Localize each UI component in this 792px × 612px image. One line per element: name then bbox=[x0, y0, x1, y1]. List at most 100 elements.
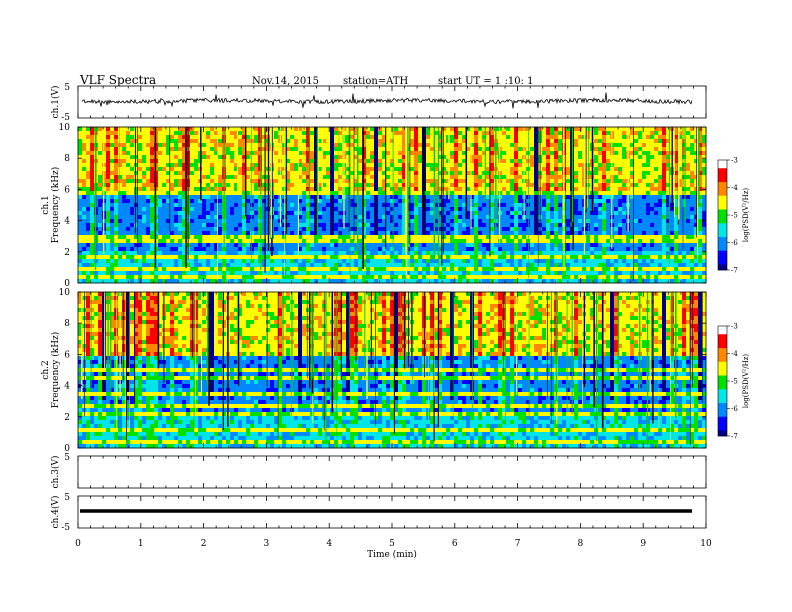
spectrogram-cell bbox=[210, 187, 215, 192]
spectrogram-cell bbox=[374, 243, 379, 248]
spectrogram-cell bbox=[566, 207, 571, 212]
spectrogram-cell bbox=[298, 135, 303, 140]
spectrogram-cell bbox=[554, 163, 559, 168]
spectrogram-cell bbox=[390, 131, 395, 136]
spectrogram-cell bbox=[482, 259, 487, 264]
spectrogram-cell bbox=[550, 271, 555, 276]
spectrogram-cell bbox=[430, 175, 435, 180]
spectrogram-cell bbox=[486, 183, 491, 188]
spectrogram-cell bbox=[518, 143, 523, 148]
spectrogram-cell bbox=[530, 215, 535, 220]
spectrogram-cell bbox=[446, 267, 451, 272]
spectrogram-cell bbox=[214, 239, 219, 244]
spectrogram-cell bbox=[242, 147, 247, 152]
spectrogram-cell bbox=[486, 275, 491, 280]
spectrogram-cell bbox=[214, 251, 219, 256]
spectrogram-cell bbox=[554, 183, 559, 188]
spectrogram-cell bbox=[138, 243, 143, 248]
spectrogram-cell bbox=[178, 199, 183, 204]
spectrogram-cell bbox=[230, 171, 235, 176]
spectrogram-cell bbox=[226, 255, 231, 260]
spectrogram-cell bbox=[426, 263, 431, 268]
spectrogram-cell bbox=[146, 239, 151, 244]
spectrogram-cell bbox=[78, 215, 83, 220]
spectrogram-cell bbox=[246, 171, 251, 176]
spectrogram-cell bbox=[550, 219, 555, 224]
spectrogram-cell bbox=[486, 171, 491, 176]
spectrogram-cell bbox=[90, 171, 95, 176]
spectrogram-cell bbox=[146, 207, 151, 212]
spectrogram-cell bbox=[106, 231, 111, 236]
spectrogram-cell bbox=[246, 267, 251, 272]
spectrogram-cell bbox=[294, 243, 299, 248]
spectrogram-cell bbox=[574, 235, 579, 240]
spectrogram-cell bbox=[514, 175, 519, 180]
spectrogram-cell bbox=[150, 223, 155, 228]
spectrogram-cell bbox=[242, 211, 247, 216]
spectrogram-cell bbox=[386, 191, 391, 196]
spectrogram-cell bbox=[434, 191, 439, 196]
spectrogram-cell bbox=[414, 279, 419, 284]
spectrogram-cell bbox=[146, 179, 151, 184]
spectrogram-cell bbox=[318, 175, 323, 180]
spectrogram-cell bbox=[126, 147, 131, 152]
spectrogram-cell bbox=[574, 239, 579, 244]
spectrogram-cell bbox=[118, 155, 123, 160]
spectrogram-cell bbox=[482, 211, 487, 216]
spectrogram-cell bbox=[362, 219, 367, 224]
spectrogram-cell bbox=[382, 235, 387, 240]
spectrogram-cell bbox=[130, 167, 135, 172]
spectrogram-cell bbox=[430, 279, 435, 284]
spectrogram-cell bbox=[138, 183, 143, 188]
spectrogram-cell bbox=[534, 215, 539, 220]
spectrogram-cell bbox=[386, 163, 391, 168]
spectrogram-cell bbox=[90, 243, 95, 248]
spectrogram-cell bbox=[574, 219, 579, 224]
spectrogram-cell bbox=[246, 175, 251, 180]
spectrogram-cell bbox=[362, 263, 367, 268]
spectrogram-cell bbox=[122, 199, 127, 204]
spectrogram-cell bbox=[426, 235, 431, 240]
spectrogram-cell bbox=[530, 259, 535, 264]
spectrogram-cell bbox=[246, 131, 251, 136]
spectrogram-cell bbox=[86, 143, 91, 148]
spectrogram-cell bbox=[286, 171, 291, 176]
spectrogram-cell bbox=[218, 167, 223, 172]
spectrogram-cell bbox=[162, 195, 167, 200]
spectrogram-cell bbox=[486, 191, 491, 196]
spectrogram-cell bbox=[146, 183, 151, 188]
spectrogram-cell bbox=[434, 163, 439, 168]
spectrogram-cell bbox=[450, 255, 455, 260]
spectrogram-cell bbox=[314, 227, 319, 232]
spectrogram-cell bbox=[178, 183, 183, 188]
spectrogram-cell bbox=[286, 159, 291, 164]
spectrogram-cell bbox=[386, 155, 391, 160]
spectrogram-cell bbox=[90, 239, 95, 244]
spectrogram-cell bbox=[438, 191, 443, 196]
spectrogram-cell bbox=[114, 259, 119, 264]
spectrogram-cell bbox=[406, 251, 411, 256]
spectrogram-cell bbox=[326, 263, 331, 268]
spectrogram-cell bbox=[250, 239, 255, 244]
spectrogram-cell bbox=[506, 211, 511, 216]
spectrogram-cell bbox=[390, 259, 395, 264]
spectrogram-cell bbox=[114, 203, 119, 208]
spectrogram-cell bbox=[386, 263, 391, 268]
spectrogram-cell bbox=[202, 223, 207, 228]
spectrogram-cell bbox=[430, 159, 435, 164]
spectrogram-cell bbox=[490, 155, 495, 160]
spectrogram-cell bbox=[422, 247, 427, 252]
spectrogram-cell bbox=[530, 267, 535, 272]
spectrogram-cell bbox=[138, 251, 143, 256]
spectrogram-cell bbox=[386, 179, 391, 184]
spectrogram-cell bbox=[394, 167, 399, 172]
spectrogram-cell bbox=[158, 279, 163, 284]
spectrogram-cell bbox=[450, 275, 455, 280]
spectrogram-cell bbox=[318, 267, 323, 272]
spectrogram-cell bbox=[546, 139, 551, 144]
spectrogram-cell bbox=[474, 195, 479, 200]
spectrogram-cell bbox=[174, 155, 179, 160]
spectrogram-cell bbox=[446, 279, 451, 284]
spectrogram-cell bbox=[306, 187, 311, 192]
spectrogram-cell bbox=[214, 211, 219, 216]
